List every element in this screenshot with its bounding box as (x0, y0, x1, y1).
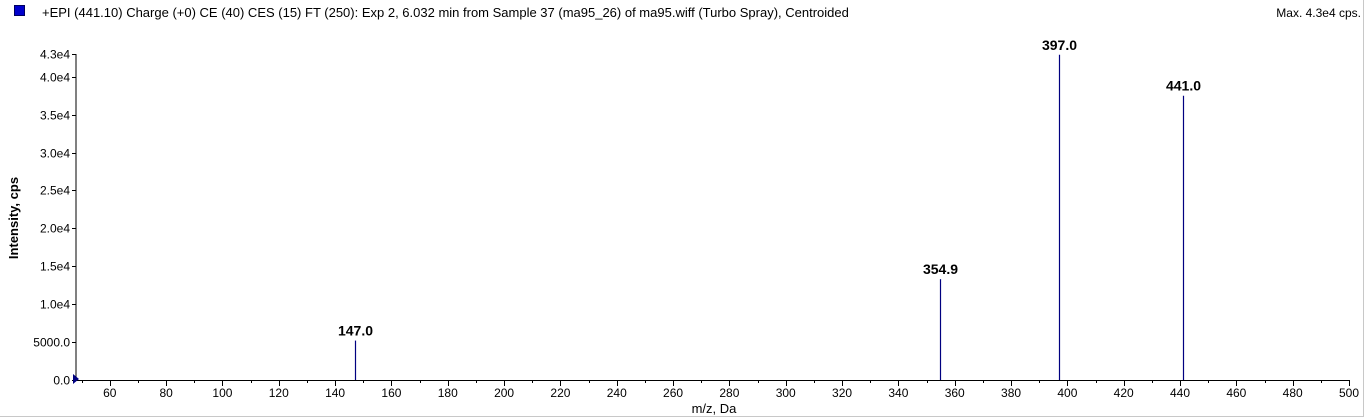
x-tick-label: 440 (1170, 386, 1190, 400)
x-tick-label: 300 (776, 386, 796, 400)
x-tick-label: 160 (381, 386, 401, 400)
y-tick-label: 0.0 (53, 374, 70, 388)
x-axis-label: m/z, Da (692, 401, 738, 416)
max-intensity-label: Max. 4.3e4 cps. (1276, 6, 1361, 20)
y-tick-label: 2.5e4 (40, 184, 70, 198)
peak-label: 397.0 (1042, 37, 1077, 53)
x-tick-label: 100 (212, 386, 232, 400)
x-tick-label: 400 (1057, 386, 1077, 400)
x-tick-label: 240 (607, 386, 627, 400)
x-tick-label: 220 (550, 386, 570, 400)
x-tick-label: 140 (325, 386, 345, 400)
x-tick-label: 180 (438, 386, 458, 400)
x-tick-label: 420 (1114, 386, 1134, 400)
chart-title: +EPI (441.10) Charge (+0) CE (40) CES (1… (42, 5, 849, 20)
peak-label: 441.0 (1166, 78, 1201, 94)
y-tick-label: 3.0e4 (40, 147, 70, 161)
y-tick-label: 5000.0 (33, 336, 70, 350)
y-tick-label: 4.3e4 (40, 48, 70, 62)
x-tick-label: 480 (1283, 386, 1303, 400)
peak-label: 354.9 (923, 261, 958, 277)
x-tick-label: 320 (832, 386, 852, 400)
x-tick-label: 380 (1001, 386, 1021, 400)
y-axis: 0.0 5000.0 1.0e4 1.5e4 2.0e4 2.5e4 3.0e4 3.5e4 4… (33, 48, 77, 388)
peak-label: 147.0 (338, 323, 373, 339)
x-tick-label: 80 (159, 386, 173, 400)
x-tick-label: 60 (103, 386, 117, 400)
legend-swatch[interactable] (14, 5, 25, 16)
x-tick-label: 340 (888, 386, 908, 400)
cursor-marker[interactable] (73, 374, 79, 384)
x-tick-label: 360 (945, 386, 965, 400)
x-tick-label: 500 (1339, 386, 1359, 400)
chart-header: +EPI (441.10) Charge (+0) CE (40) CES (1… (0, 0, 1364, 26)
x-tick-label: 280 (719, 386, 739, 400)
y-tick-label: 3.5e4 (40, 109, 70, 123)
y-tick-label: 4.0e4 (40, 71, 70, 85)
y-tick-label: 1.0e4 (40, 298, 70, 312)
x-tick-label: 120 (269, 386, 289, 400)
y-axis-label: Intensity, cps (6, 177, 21, 259)
peaks: 147.0 354.9 397.0 441.0 (338, 37, 1201, 380)
x-tick-label: 260 (663, 386, 683, 400)
y-tick-label: 2.0e4 (40, 222, 70, 236)
x-tick-label: 460 (1226, 386, 1246, 400)
x-tick-label: 200 (494, 386, 514, 400)
x-axis: 60 80 100 120 140 160 180 200 220 240 260 280 300 320… (76, 380, 1359, 400)
y-tick-label: 1.5e4 (40, 260, 70, 274)
